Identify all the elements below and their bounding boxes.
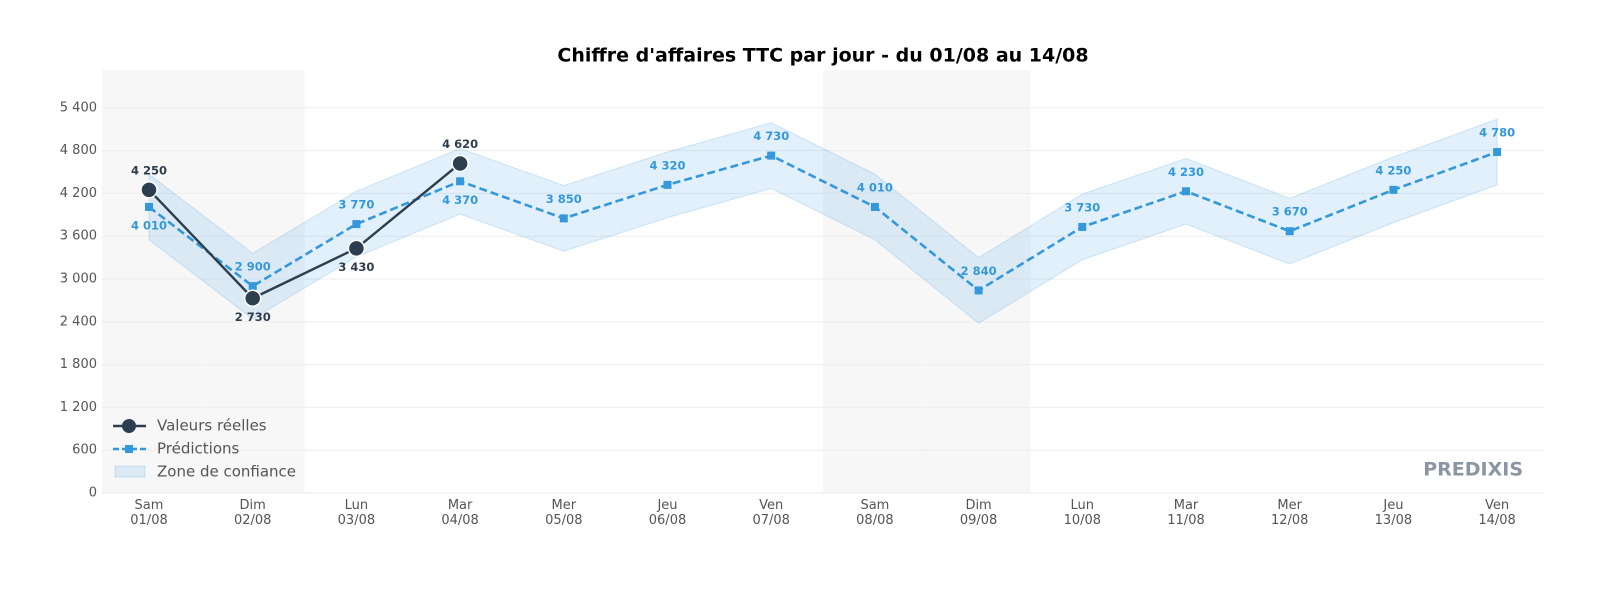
legend-label: Valeurs réelles bbox=[157, 417, 267, 435]
actual-line bbox=[148, 162, 461, 300]
prediction-label: 4 010 bbox=[857, 180, 893, 194]
actual-label: 4 250 bbox=[131, 163, 167, 177]
chart-title: Chiffre d'affaires TTC par jour - du 01/… bbox=[557, 45, 1088, 67]
weekend-shade bbox=[102, 70, 201, 493]
x-tick-label: Sam 08/08 bbox=[856, 498, 893, 528]
prediction-line bbox=[148, 150, 1498, 293]
y-tick-label: 5 400 bbox=[60, 100, 97, 115]
prediction-marker bbox=[352, 220, 361, 229]
prediction-label: 4 370 bbox=[442, 193, 478, 207]
legend-swatch bbox=[114, 465, 146, 478]
y-tick-label: 0 bbox=[89, 486, 97, 501]
x-tick-label: Mer 12/08 bbox=[1271, 498, 1308, 528]
prediction-marker bbox=[974, 286, 983, 295]
prediction-label: 3 850 bbox=[546, 192, 582, 206]
prediction-marker bbox=[1493, 148, 1502, 157]
y-tick-label: 1 200 bbox=[60, 400, 97, 415]
x-tick-label: Sam 01/08 bbox=[130, 498, 167, 528]
prediction-label: 3 730 bbox=[1064, 200, 1100, 214]
prediction-label: 2 900 bbox=[235, 260, 271, 274]
legend-label: Prédictions bbox=[157, 440, 240, 458]
prediction-label: 3 770 bbox=[338, 198, 374, 212]
x-tick-label: Jeu 13/08 bbox=[1375, 498, 1412, 528]
x-tick-label: Dim 09/08 bbox=[960, 498, 997, 528]
y-tick-label: 4 800 bbox=[60, 143, 97, 158]
actual-marker bbox=[451, 154, 469, 173]
prediction-label: 4 010 bbox=[131, 218, 167, 232]
x-tick-label: Mer 05/08 bbox=[545, 498, 582, 528]
prediction-label: 4 320 bbox=[649, 158, 685, 172]
x-tick-label: Lun 03/08 bbox=[338, 498, 375, 528]
legend-label: Zone de confiance bbox=[157, 463, 296, 481]
prediction-marker bbox=[1389, 185, 1398, 194]
actual-label: 2 730 bbox=[235, 310, 271, 324]
prediction-label: 2 840 bbox=[961, 264, 997, 278]
x-tick-label: Dim 02/08 bbox=[234, 498, 271, 528]
prediction-marker bbox=[456, 177, 465, 186]
y-tick-label: 3 000 bbox=[60, 272, 97, 287]
watermark: PREDIXIS bbox=[1423, 459, 1523, 481]
prediction-label: 4 230 bbox=[1168, 165, 1204, 179]
prediction-label: 4 250 bbox=[1375, 163, 1411, 177]
prediction-marker bbox=[663, 180, 672, 189]
actual-marker bbox=[243, 289, 262, 308]
actual-label: 4 620 bbox=[442, 137, 478, 151]
prediction-label: 4 730 bbox=[753, 129, 789, 143]
weekend-shade bbox=[926, 70, 1031, 493]
prediction-label: 3 670 bbox=[1272, 205, 1308, 219]
legend-marker bbox=[125, 445, 133, 453]
x-tick-label: Ven 14/08 bbox=[1478, 498, 1515, 528]
prediction-marker bbox=[559, 214, 568, 223]
weekend-shade bbox=[823, 70, 927, 493]
y-tick-label: 2 400 bbox=[60, 314, 97, 329]
confidence-band bbox=[148, 118, 1498, 324]
y-tick-label: 600 bbox=[72, 443, 97, 458]
prediction-marker bbox=[1078, 222, 1087, 231]
prediction-marker bbox=[248, 282, 257, 291]
y-tick-label: 1 800 bbox=[60, 357, 97, 372]
prediction-marker bbox=[767, 151, 776, 160]
prediction-marker bbox=[1285, 227, 1294, 236]
y-tick-label: 3 600 bbox=[60, 229, 97, 244]
actual-marker bbox=[347, 239, 366, 258]
actual-label: 3 430 bbox=[338, 260, 374, 274]
x-tick-label: Lun 10/08 bbox=[1064, 498, 1101, 528]
x-tick-label: Ven 07/08 bbox=[752, 498, 789, 528]
y-tick-label: 4 200 bbox=[60, 186, 97, 201]
x-tick-label: Jeu 06/08 bbox=[649, 498, 686, 528]
x-tick-label: Mar 11/08 bbox=[1167, 498, 1204, 528]
prediction-label: 4 780 bbox=[1479, 126, 1515, 140]
actual-marker bbox=[140, 181, 158, 199]
prediction-marker bbox=[145, 202, 153, 211]
legend-marker bbox=[122, 419, 136, 433]
prediction-marker bbox=[1182, 187, 1190, 196]
prediction-marker bbox=[870, 202, 879, 211]
x-tick-label: Mar 04/08 bbox=[441, 498, 478, 528]
